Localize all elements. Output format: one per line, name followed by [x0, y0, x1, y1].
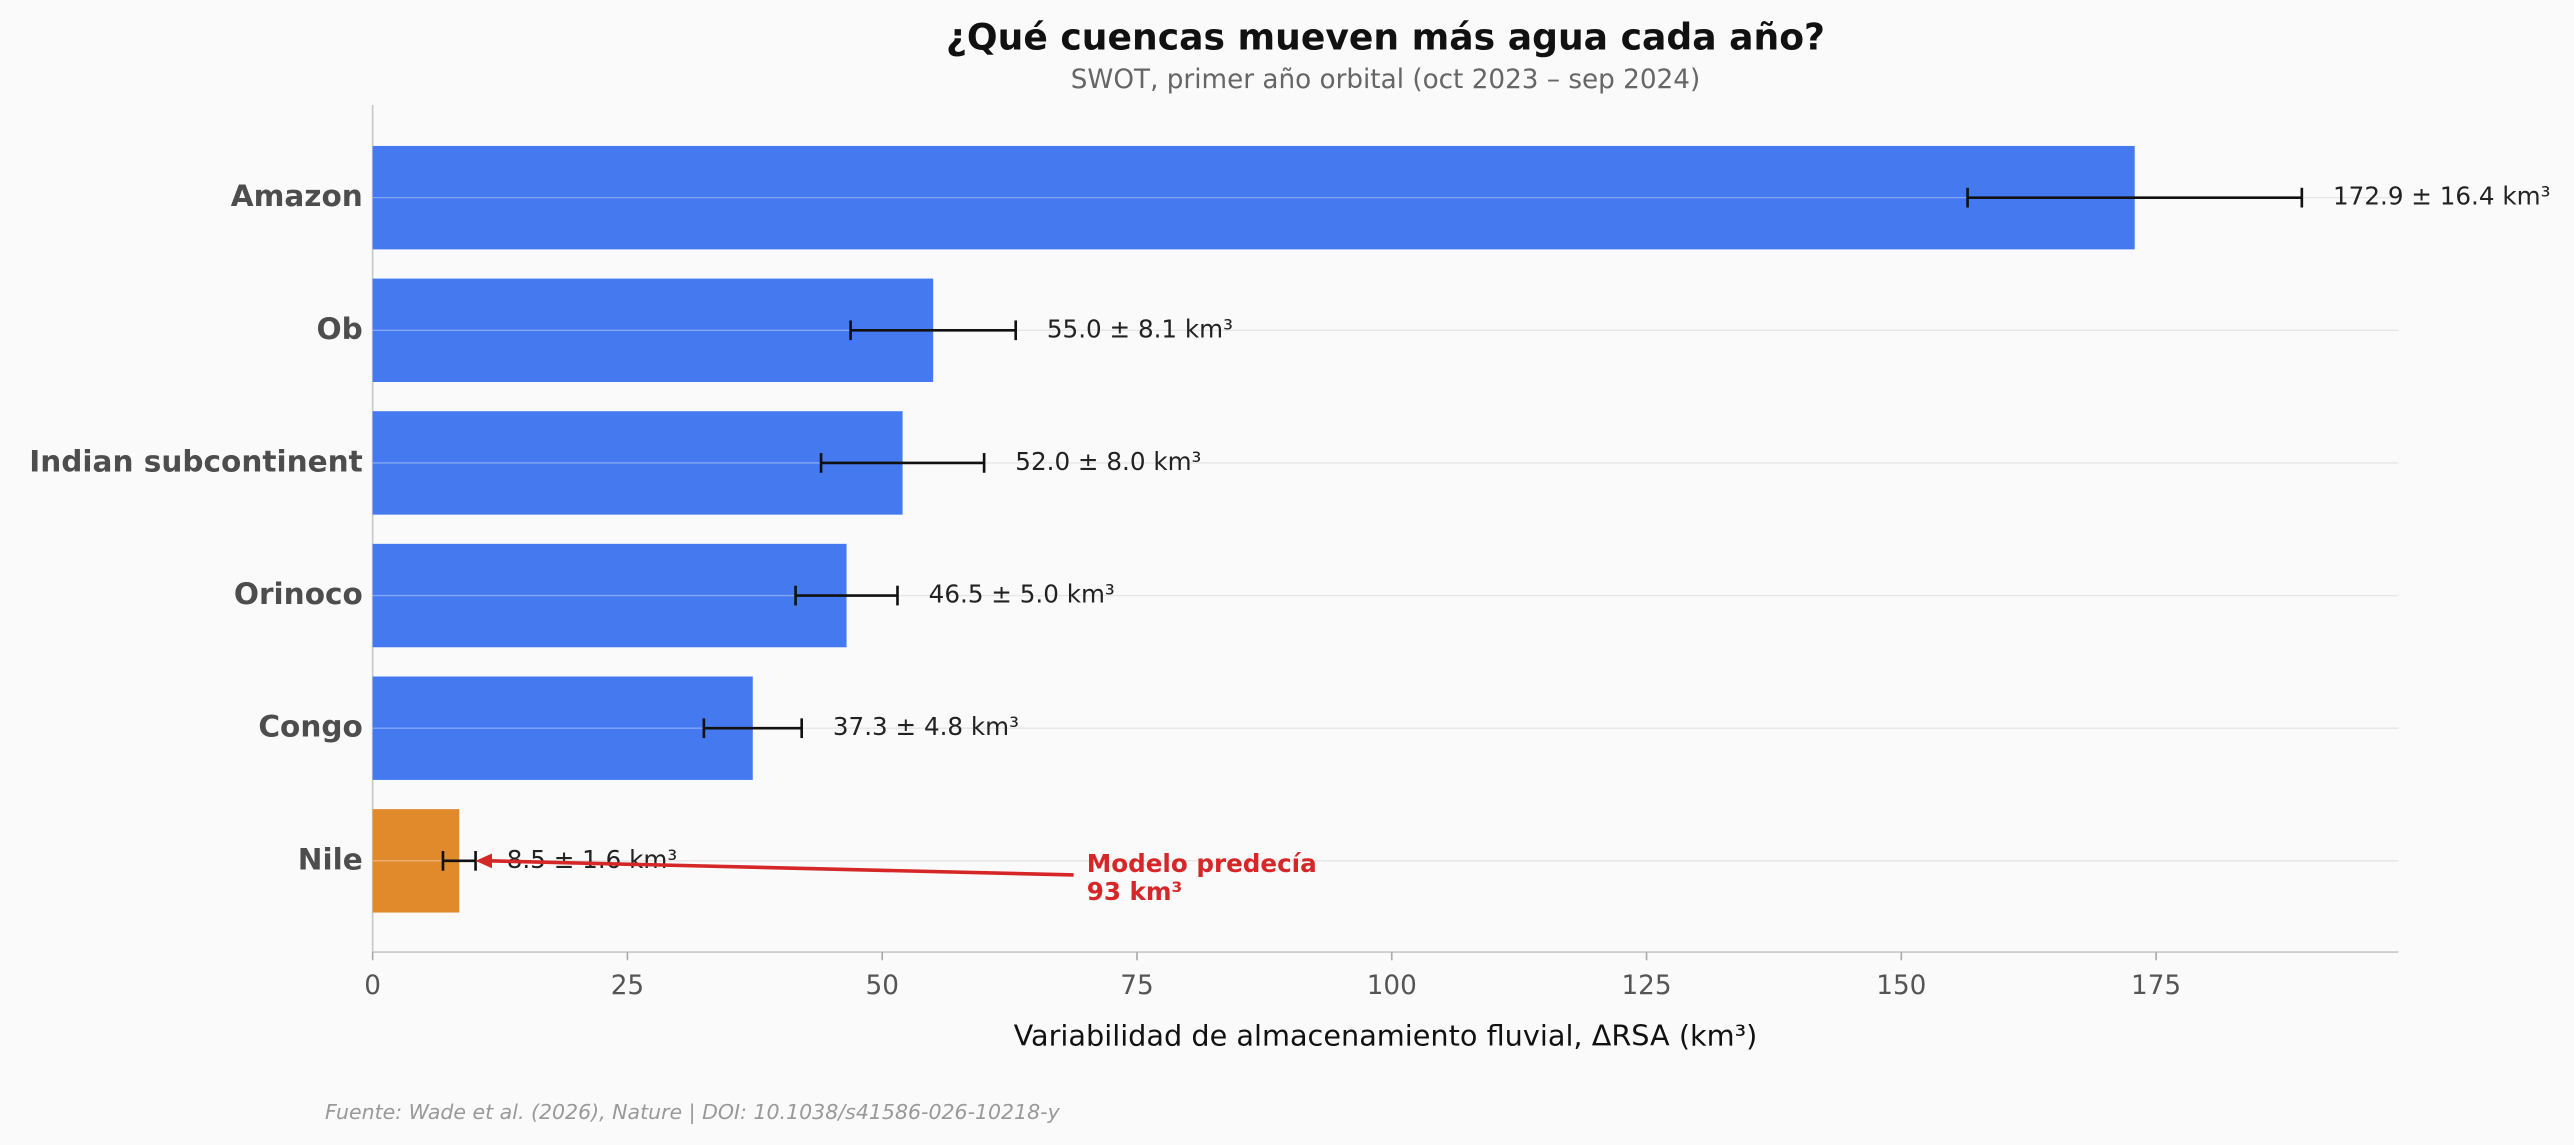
- annotation-text: Modelo predecía: [1087, 849, 1317, 878]
- x-axis-label: Variabilidad de almacenamiento fluvial, …: [1014, 1018, 1758, 1052]
- value-label: 172.9 ± 16.4 km³: [2333, 182, 2550, 211]
- x-tick-label: 75: [1120, 971, 1153, 1001]
- value-label: 8.5 ± 1.6 km³: [507, 845, 677, 874]
- y-tick-label: Ob: [317, 312, 363, 346]
- x-tick-label: 0: [364, 971, 381, 1001]
- x-tick-label: 100: [1367, 971, 1417, 1001]
- annotation-text: 93 km³: [1087, 877, 1183, 906]
- y-tick-label: Amazon: [231, 179, 363, 213]
- y-tick-label: Congo: [258, 710, 362, 744]
- y-tick-label: Nile: [298, 842, 363, 876]
- bar: [372, 278, 934, 382]
- x-tick-label: 175: [2131, 971, 2181, 1001]
- x-tick-label: 125: [1621, 971, 1671, 1001]
- error-bar: [794, 585, 899, 606]
- value-label: 52.0 ± 8.0 km³: [1015, 447, 1201, 476]
- bar: [372, 543, 847, 648]
- error-bar: [1966, 187, 2304, 208]
- value-label: 46.5 ± 5.0 km³: [929, 580, 1115, 609]
- annotation-arrow: [488, 859, 1074, 877]
- error-bar: [702, 718, 804, 739]
- y-tick-label: Indian subcontinent: [29, 444, 363, 478]
- bar: [372, 676, 753, 780]
- bar: [372, 411, 903, 515]
- x-tick-label: 50: [865, 971, 898, 1001]
- x-tick-label: 25: [611, 971, 644, 1001]
- y-tick-label: Orinoco: [234, 577, 363, 611]
- bar: [372, 145, 2135, 250]
- chart-title: ¿Qué cuencas mueven más agua cada año?: [946, 15, 1825, 58]
- annotation-arrowhead: [475, 853, 492, 869]
- value-label: 37.3 ± 4.8 km³: [833, 712, 1019, 741]
- error-bar: [849, 320, 1018, 341]
- chart-subtitle: SWOT, primer año orbital (oct 2023 – sep…: [1071, 65, 1700, 95]
- error-bar: [819, 453, 986, 473]
- value-label: 55.0 ± 8.1 km³: [1047, 314, 1233, 343]
- x-tick-label: 150: [1876, 971, 1926, 1001]
- source-note: Fuente: Wade et al. (2026), Nature | DOI…: [325, 1100, 1061, 1125]
